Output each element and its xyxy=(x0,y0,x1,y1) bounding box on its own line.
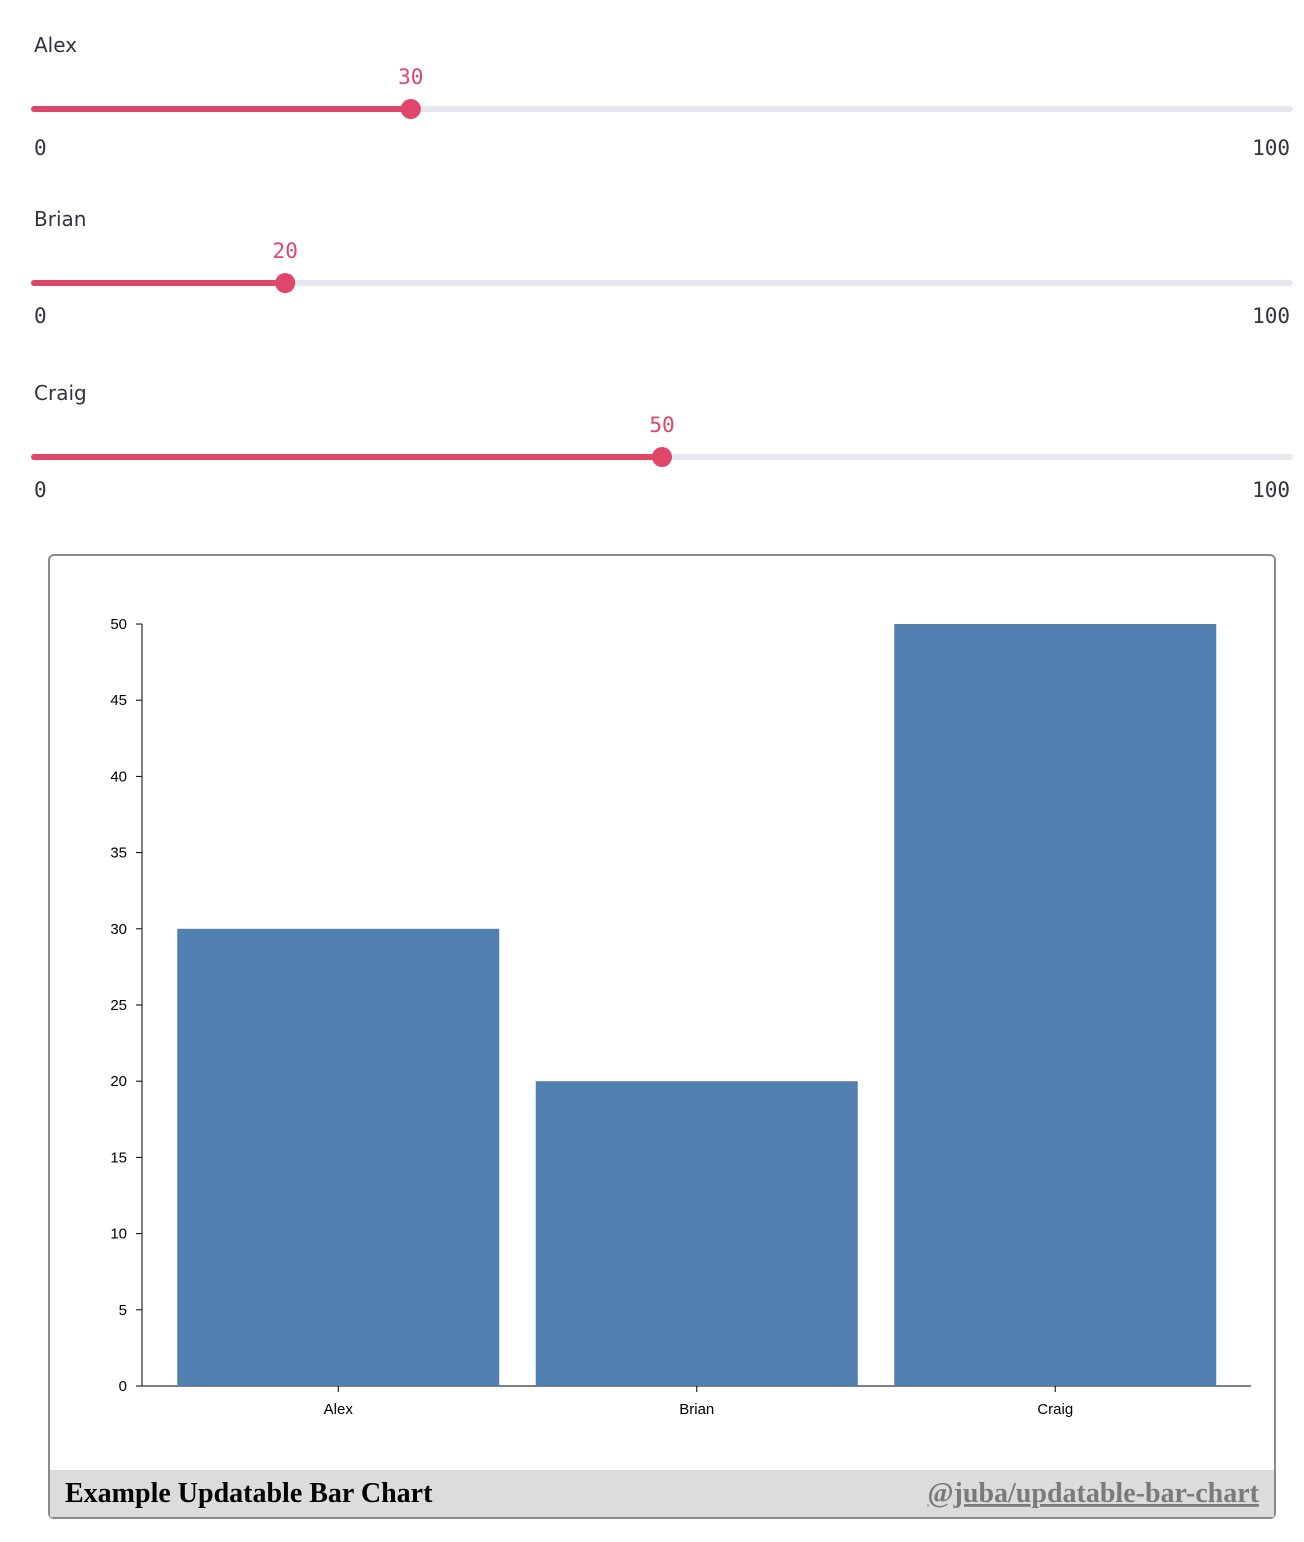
bar xyxy=(894,624,1217,1386)
y-tick-label: 0 xyxy=(119,1378,127,1395)
bar xyxy=(535,1081,858,1386)
slider-min: 0 xyxy=(34,136,47,160)
slider-label: Alex xyxy=(34,33,77,57)
footer-link[interactable]: @juba/updatable-bar-chart xyxy=(928,1478,1260,1509)
slider-value: 30 xyxy=(398,65,423,89)
y-tick-label: 5 xyxy=(119,1302,127,1319)
slider-thumb[interactable] xyxy=(652,447,672,467)
x-tick-label: Craig xyxy=(1037,1401,1073,1418)
y-tick-label: 50 xyxy=(110,616,127,633)
x-tick-label: Brian xyxy=(679,1401,714,1418)
y-tick-label: 45 xyxy=(110,692,127,709)
slider-label: Craig xyxy=(34,381,87,405)
y-tick-label: 15 xyxy=(110,1149,127,1166)
slider-max: 100 xyxy=(1252,136,1290,160)
y-tick-label: 20 xyxy=(110,1073,127,1090)
y-tick-label: 30 xyxy=(110,921,127,938)
bar xyxy=(177,928,500,1386)
y-tick-label: 10 xyxy=(110,1226,127,1243)
slider-min: 0 xyxy=(34,478,47,502)
slider-value: 50 xyxy=(649,413,674,437)
slider-label: Brian xyxy=(34,207,86,231)
y-tick-label: 35 xyxy=(110,845,127,862)
x-tick-label: Alex xyxy=(324,1401,354,1418)
slider-thumb[interactable] xyxy=(275,273,296,293)
footer-title: Example Updatable Bar Chart xyxy=(65,1478,433,1509)
slider-min: 0 xyxy=(34,304,47,328)
slider-max: 100 xyxy=(1252,304,1290,328)
y-tick-label: 40 xyxy=(110,768,127,785)
slider-max: 100 xyxy=(1252,478,1290,502)
slider-value: 20 xyxy=(273,239,298,263)
y-tick-label: 25 xyxy=(110,997,127,1014)
slider-thumb[interactable] xyxy=(400,99,421,119)
footer-bar xyxy=(50,1470,1274,1517)
